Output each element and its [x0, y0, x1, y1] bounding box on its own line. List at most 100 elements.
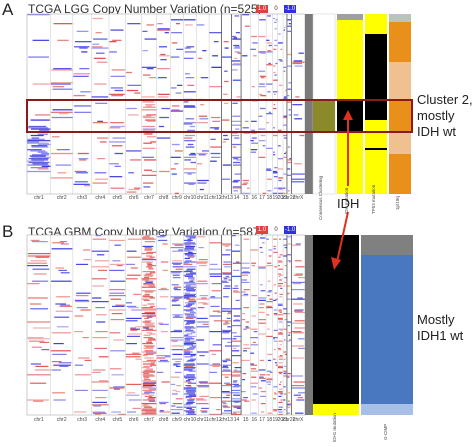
cnv-segment [258, 322, 266, 324]
cnv-segment [173, 297, 183, 299]
cnv-segment [142, 399, 156, 401]
cnv-segment [233, 370, 242, 372]
cnv-segment [295, 96, 300, 98]
cnv-segment [273, 309, 278, 311]
cnv-segment [283, 285, 286, 287]
chromosome-label: chr13 [220, 417, 233, 423]
cnv-segment [151, 170, 157, 173]
cnv-segment [176, 385, 181, 387]
cnv-segment [221, 412, 232, 414]
cnv-segment [274, 28, 277, 30]
cnv-segment [199, 382, 209, 384]
cnv-segment [80, 91, 91, 93]
cnv-segment [294, 118, 303, 120]
panel-b-letter: B [2, 222, 14, 241]
cnv-segment [223, 261, 232, 263]
cnv-segment [297, 338, 305, 340]
cnv-segment [199, 355, 205, 357]
cnv-segment [273, 358, 276, 360]
cnv-segment [283, 26, 286, 29]
cnv-segment [142, 182, 154, 184]
chromosome-label: 21 [282, 195, 288, 201]
cnv-segment [278, 319, 283, 321]
cnv-segment [142, 361, 156, 363]
cnv-segment [267, 280, 271, 282]
cnv-segment [222, 392, 232, 394]
cnv-segment [221, 119, 230, 121]
cnv-segment [209, 32, 222, 34]
cnv-segment [250, 352, 255, 354]
cnv-segment [251, 262, 256, 264]
cnv-segment [30, 239, 40, 241]
cnv-segment [171, 109, 180, 111]
cnv-segment [209, 331, 222, 333]
cnv-segment [144, 248, 153, 250]
cnv-segment [231, 413, 242, 415]
cnv-segment [51, 248, 73, 250]
cnv-segment [185, 339, 190, 341]
cnv-segment [232, 115, 241, 117]
cnv-segment [142, 50, 148, 52]
cnv-segment [243, 397, 248, 399]
cnv-segment [74, 364, 84, 366]
cnv-segment [223, 322, 231, 324]
cnv-segment [266, 301, 273, 303]
cnv-segment [128, 172, 135, 174]
cnv-segment [221, 338, 232, 340]
cnv-segment [143, 327, 149, 329]
cnv-segment [279, 274, 283, 276]
cnv-segment [233, 47, 241, 49]
cnv-segment [266, 335, 273, 337]
panel-a-tracks [305, 13, 411, 195]
cnv-segment [234, 369, 238, 371]
cnv-segment [232, 262, 242, 264]
cnv-segment [27, 138, 45, 140]
cnv-segment [196, 326, 210, 328]
cnv-segment [223, 406, 231, 408]
cnv-segment [268, 249, 273, 251]
cnv-segment [199, 265, 207, 267]
cnv-segment [260, 237, 266, 239]
cnv-segment [183, 263, 193, 265]
cnv-segment [183, 243, 197, 245]
track-label-1p19q: 1p/19q [395, 196, 400, 210]
cnv-segment [184, 320, 196, 322]
cnv-segment [259, 374, 266, 376]
cnv-segment [295, 412, 304, 414]
cnv-segment [232, 156, 241, 158]
cnv-segment [250, 151, 257, 153]
cnv-segment [223, 138, 229, 140]
cnv-segment [241, 192, 250, 194]
cnv-segment [278, 321, 283, 323]
cnv-segment [141, 371, 155, 373]
cnv-segment [141, 309, 157, 311]
cnv-segment [243, 182, 249, 184]
cnv-segment [27, 142, 49, 144]
cnv-segment [170, 87, 177, 89]
cnv-segment [80, 309, 91, 311]
cnv-segment [283, 124, 287, 126]
cnv-segment [125, 356, 141, 358]
cnv-segment [184, 250, 191, 252]
cnv-segment [190, 161, 197, 164]
cnv-segment [125, 394, 140, 396]
cnv-segment [231, 398, 241, 400]
cnv-segment [76, 307, 88, 309]
cnv-segment [197, 179, 209, 182]
cnv-segment [190, 152, 196, 155]
cnv-segment [135, 326, 141, 328]
cnv-segment [250, 249, 259, 251]
cnv-segment [188, 251, 193, 253]
cnv-segment [279, 358, 283, 360]
cnv-segment [278, 349, 282, 351]
cnv-segment [59, 365, 69, 367]
cnv-segment [233, 291, 240, 293]
cnv-segment [250, 386, 257, 388]
chromosome-label: 16 [251, 417, 258, 423]
cnv-segment [293, 274, 303, 276]
cnv-segment [172, 353, 183, 355]
cnv-segment [212, 55, 218, 57]
cnv-segment [160, 53, 166, 56]
cnv-segment [274, 21, 277, 23]
cnv-segment [148, 400, 156, 402]
